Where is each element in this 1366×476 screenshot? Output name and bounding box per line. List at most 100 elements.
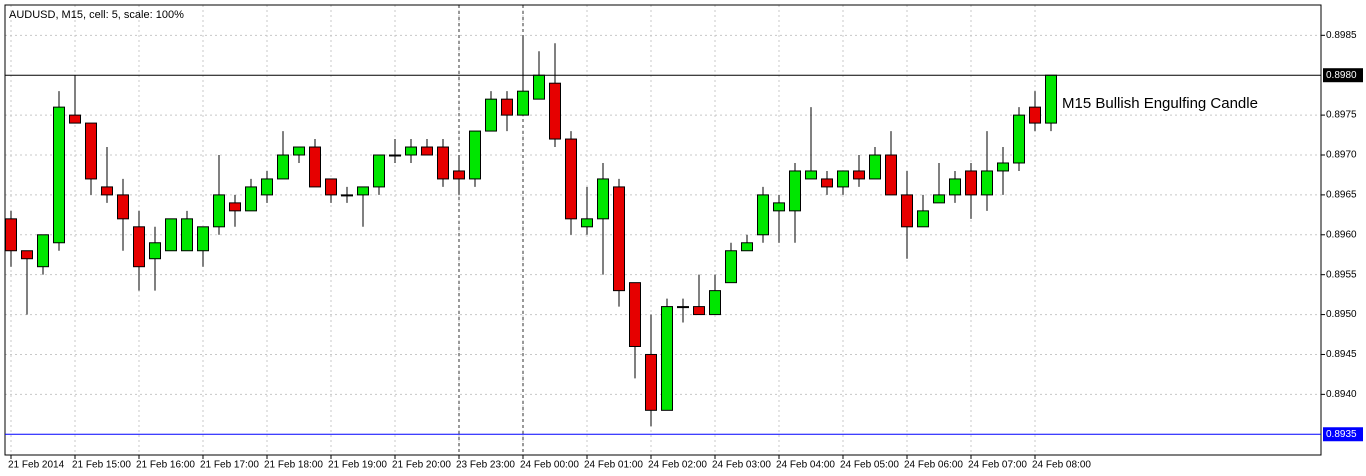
y-tick-label: 0.8970 xyxy=(1326,150,1357,161)
candle-body xyxy=(629,282,641,347)
candle-body xyxy=(981,170,993,196)
price-label: 0.8935 xyxy=(1326,429,1357,440)
x-tick-label: 21 Feb 15:00 xyxy=(72,460,131,471)
y-tick-label: 0.8955 xyxy=(1326,269,1357,280)
candle-body xyxy=(517,90,529,116)
candle-body xyxy=(549,82,561,140)
candle-body xyxy=(437,146,449,180)
x-tick-label: 24 Feb 00:00 xyxy=(520,460,579,471)
x-tick-label: 21 Feb 19:00 xyxy=(328,460,387,471)
y-tick-label: 0.8945 xyxy=(1326,349,1357,360)
candle-body xyxy=(21,250,33,260)
candle-body xyxy=(213,194,225,228)
price-label-box xyxy=(1323,427,1363,442)
candle-body xyxy=(677,306,689,309)
candle-body xyxy=(757,194,769,236)
candle-body xyxy=(869,154,881,180)
x-tick-label: 24 Feb 02:00 xyxy=(648,460,707,471)
candle-body xyxy=(405,146,417,156)
candle-body xyxy=(197,226,209,252)
candle-body xyxy=(261,178,273,196)
y-tick-label: 0.8960 xyxy=(1326,229,1357,240)
candle-body xyxy=(389,154,401,157)
candle-body xyxy=(997,162,1009,172)
annotation: M15 Bullish Engulfing Candle xyxy=(1062,95,1258,112)
candle-body xyxy=(661,306,673,411)
x-tick-label: 24 Feb 08:00 xyxy=(1032,460,1091,471)
candle-body xyxy=(885,154,897,196)
candle-body xyxy=(837,170,849,188)
x-tick-label: 21 Feb 16:00 xyxy=(136,460,195,471)
candle-body xyxy=(693,306,705,316)
candle-body xyxy=(341,194,353,197)
candle-body xyxy=(357,186,369,196)
x-tick-label: 24 Feb 06:00 xyxy=(904,460,963,471)
candle-body xyxy=(117,194,129,220)
y-tick-label: 0.8975 xyxy=(1326,110,1357,121)
candle-body xyxy=(645,353,657,411)
candles xyxy=(5,35,1057,427)
y-tick-label: 0.8965 xyxy=(1326,190,1357,201)
y-tick-label: 0.8985 xyxy=(1326,30,1357,41)
candle-body xyxy=(789,170,801,212)
candle-body xyxy=(901,194,913,228)
candle-body xyxy=(69,114,81,124)
candle-body xyxy=(581,218,593,228)
candle-body xyxy=(917,210,929,228)
candle-body xyxy=(773,202,785,212)
plot-border xyxy=(4,4,1322,456)
candle-body xyxy=(149,242,161,260)
candle-body xyxy=(325,178,337,196)
candle-body xyxy=(101,186,113,196)
candle-body xyxy=(229,202,241,212)
x-tick-label: 24 Feb 07:00 xyxy=(968,460,1027,471)
candle-body xyxy=(373,154,385,188)
candle-body xyxy=(741,242,753,252)
x-tick-label: 24 Feb 01:00 xyxy=(584,460,643,471)
candle-body xyxy=(181,218,193,252)
x-tick-label: 21 Feb 20:00 xyxy=(392,460,451,471)
candle-body xyxy=(293,146,305,156)
x-tick-label: 24 Feb 05:00 xyxy=(840,460,899,471)
price-label-box xyxy=(1323,68,1363,83)
candle-body xyxy=(853,170,865,180)
candle-body xyxy=(85,122,97,180)
x-tick-label: 21 Feb 18:00 xyxy=(264,460,323,471)
x-tick-label: 24 Feb 03:00 xyxy=(712,460,771,471)
candle-body xyxy=(933,194,945,204)
candle-body xyxy=(533,74,545,100)
candle-body xyxy=(485,98,497,132)
candle-body xyxy=(453,170,465,180)
y-tick-label: 0.8940 xyxy=(1326,389,1357,400)
candle-body xyxy=(1045,74,1057,124)
x-tick-label: 21 Feb 2014 xyxy=(8,460,65,471)
candle-body xyxy=(133,226,145,268)
x-tick-label: 23 Feb 23:00 xyxy=(456,460,515,471)
candle-body xyxy=(613,186,625,292)
candle-body xyxy=(821,178,833,188)
candle-body xyxy=(805,170,817,180)
candle-body xyxy=(501,98,513,116)
candle-body xyxy=(245,186,257,212)
candle-body xyxy=(277,154,289,180)
price-label: 0.8980 xyxy=(1326,70,1357,81)
candle-body xyxy=(421,146,433,156)
candle-body xyxy=(1029,106,1041,124)
candle-body xyxy=(5,218,17,252)
y-tick-label: 0.8950 xyxy=(1326,309,1357,320)
chart-title: AUDUSD, M15, cell: 5, scale: 100% xyxy=(9,9,184,21)
candle-body xyxy=(965,170,977,196)
candle-body xyxy=(309,146,321,188)
candle-body xyxy=(725,250,737,284)
candle-body xyxy=(1013,114,1025,164)
candle-body xyxy=(709,290,721,316)
candle-body xyxy=(165,218,177,252)
x-tick-label: 21 Feb 17:00 xyxy=(200,460,259,471)
candle-body xyxy=(597,178,609,220)
x-tick-label: 24 Feb 04:00 xyxy=(776,460,835,471)
candle-body xyxy=(565,138,577,220)
candle-body xyxy=(949,178,961,196)
candle-body xyxy=(53,106,65,244)
